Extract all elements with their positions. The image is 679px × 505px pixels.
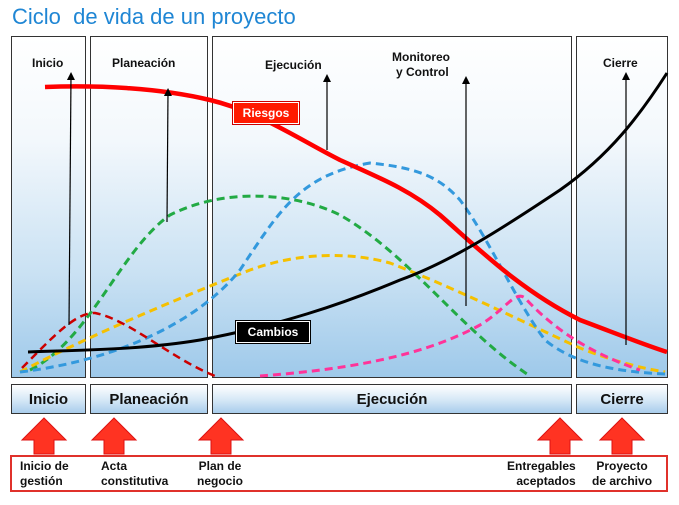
arrow-up-icon — [598, 417, 646, 455]
phase-tab-ejecucion: Ejecución — [212, 384, 572, 414]
page-title: Ciclo de vida de un proyecto — [12, 4, 296, 29]
cierre-curve — [259, 294, 641, 378]
deliverable-entregables-aceptados: Entregables aceptados — [507, 459, 576, 488]
label-monitoreo-line1: Monitoreo — [392, 50, 450, 64]
deliverable-acta-constitutiva: Acta constitutiva — [101, 459, 169, 488]
arrow-up-icon — [90, 417, 138, 455]
riesgos-tag: Riesgos — [232, 101, 300, 125]
arrow-up-icon — [20, 417, 68, 455]
deliverable-plan-negocio: Plan de negocio — [197, 459, 244, 488]
deliverables-box — [10, 455, 668, 492]
ejecucion-curve — [19, 253, 666, 374]
label-monitoreo-line2: y Control — [396, 65, 449, 79]
deliverable-proyecto-archivo: Proyecto de archivo — [592, 459, 653, 488]
planeacion-pointer-arrow — [163, 88, 172, 223]
deliverable-inicio-gestion: Inicio de gestión — [20, 459, 69, 488]
phase-tab-planeacion: Planeación — [90, 384, 208, 414]
phase-tab-cierre: Cierre — [576, 384, 668, 414]
arrow-up-icon — [536, 417, 584, 455]
cambios-tag: Cambios — [235, 320, 311, 344]
riesgos-curve — [44, 84, 668, 355]
panel-planeacion — [90, 36, 208, 378]
planeacion-curve — [29, 194, 531, 378]
cambios-curve — [27, 72, 669, 354]
phase-tab-inicio: Inicio — [11, 384, 86, 414]
inicio-pointer-arrow — [66, 72, 75, 326]
arrow-up-icon — [197, 417, 245, 455]
monitoreo-curve — [19, 161, 666, 376]
inicio-curve — [21, 311, 216, 378]
label-inicio: Inicio — [32, 56, 64, 70]
label-ejecucion: Ejecución — [265, 58, 322, 72]
label-planeacion: Planeación — [112, 56, 176, 70]
label-cierre: Cierre — [603, 56, 638, 70]
